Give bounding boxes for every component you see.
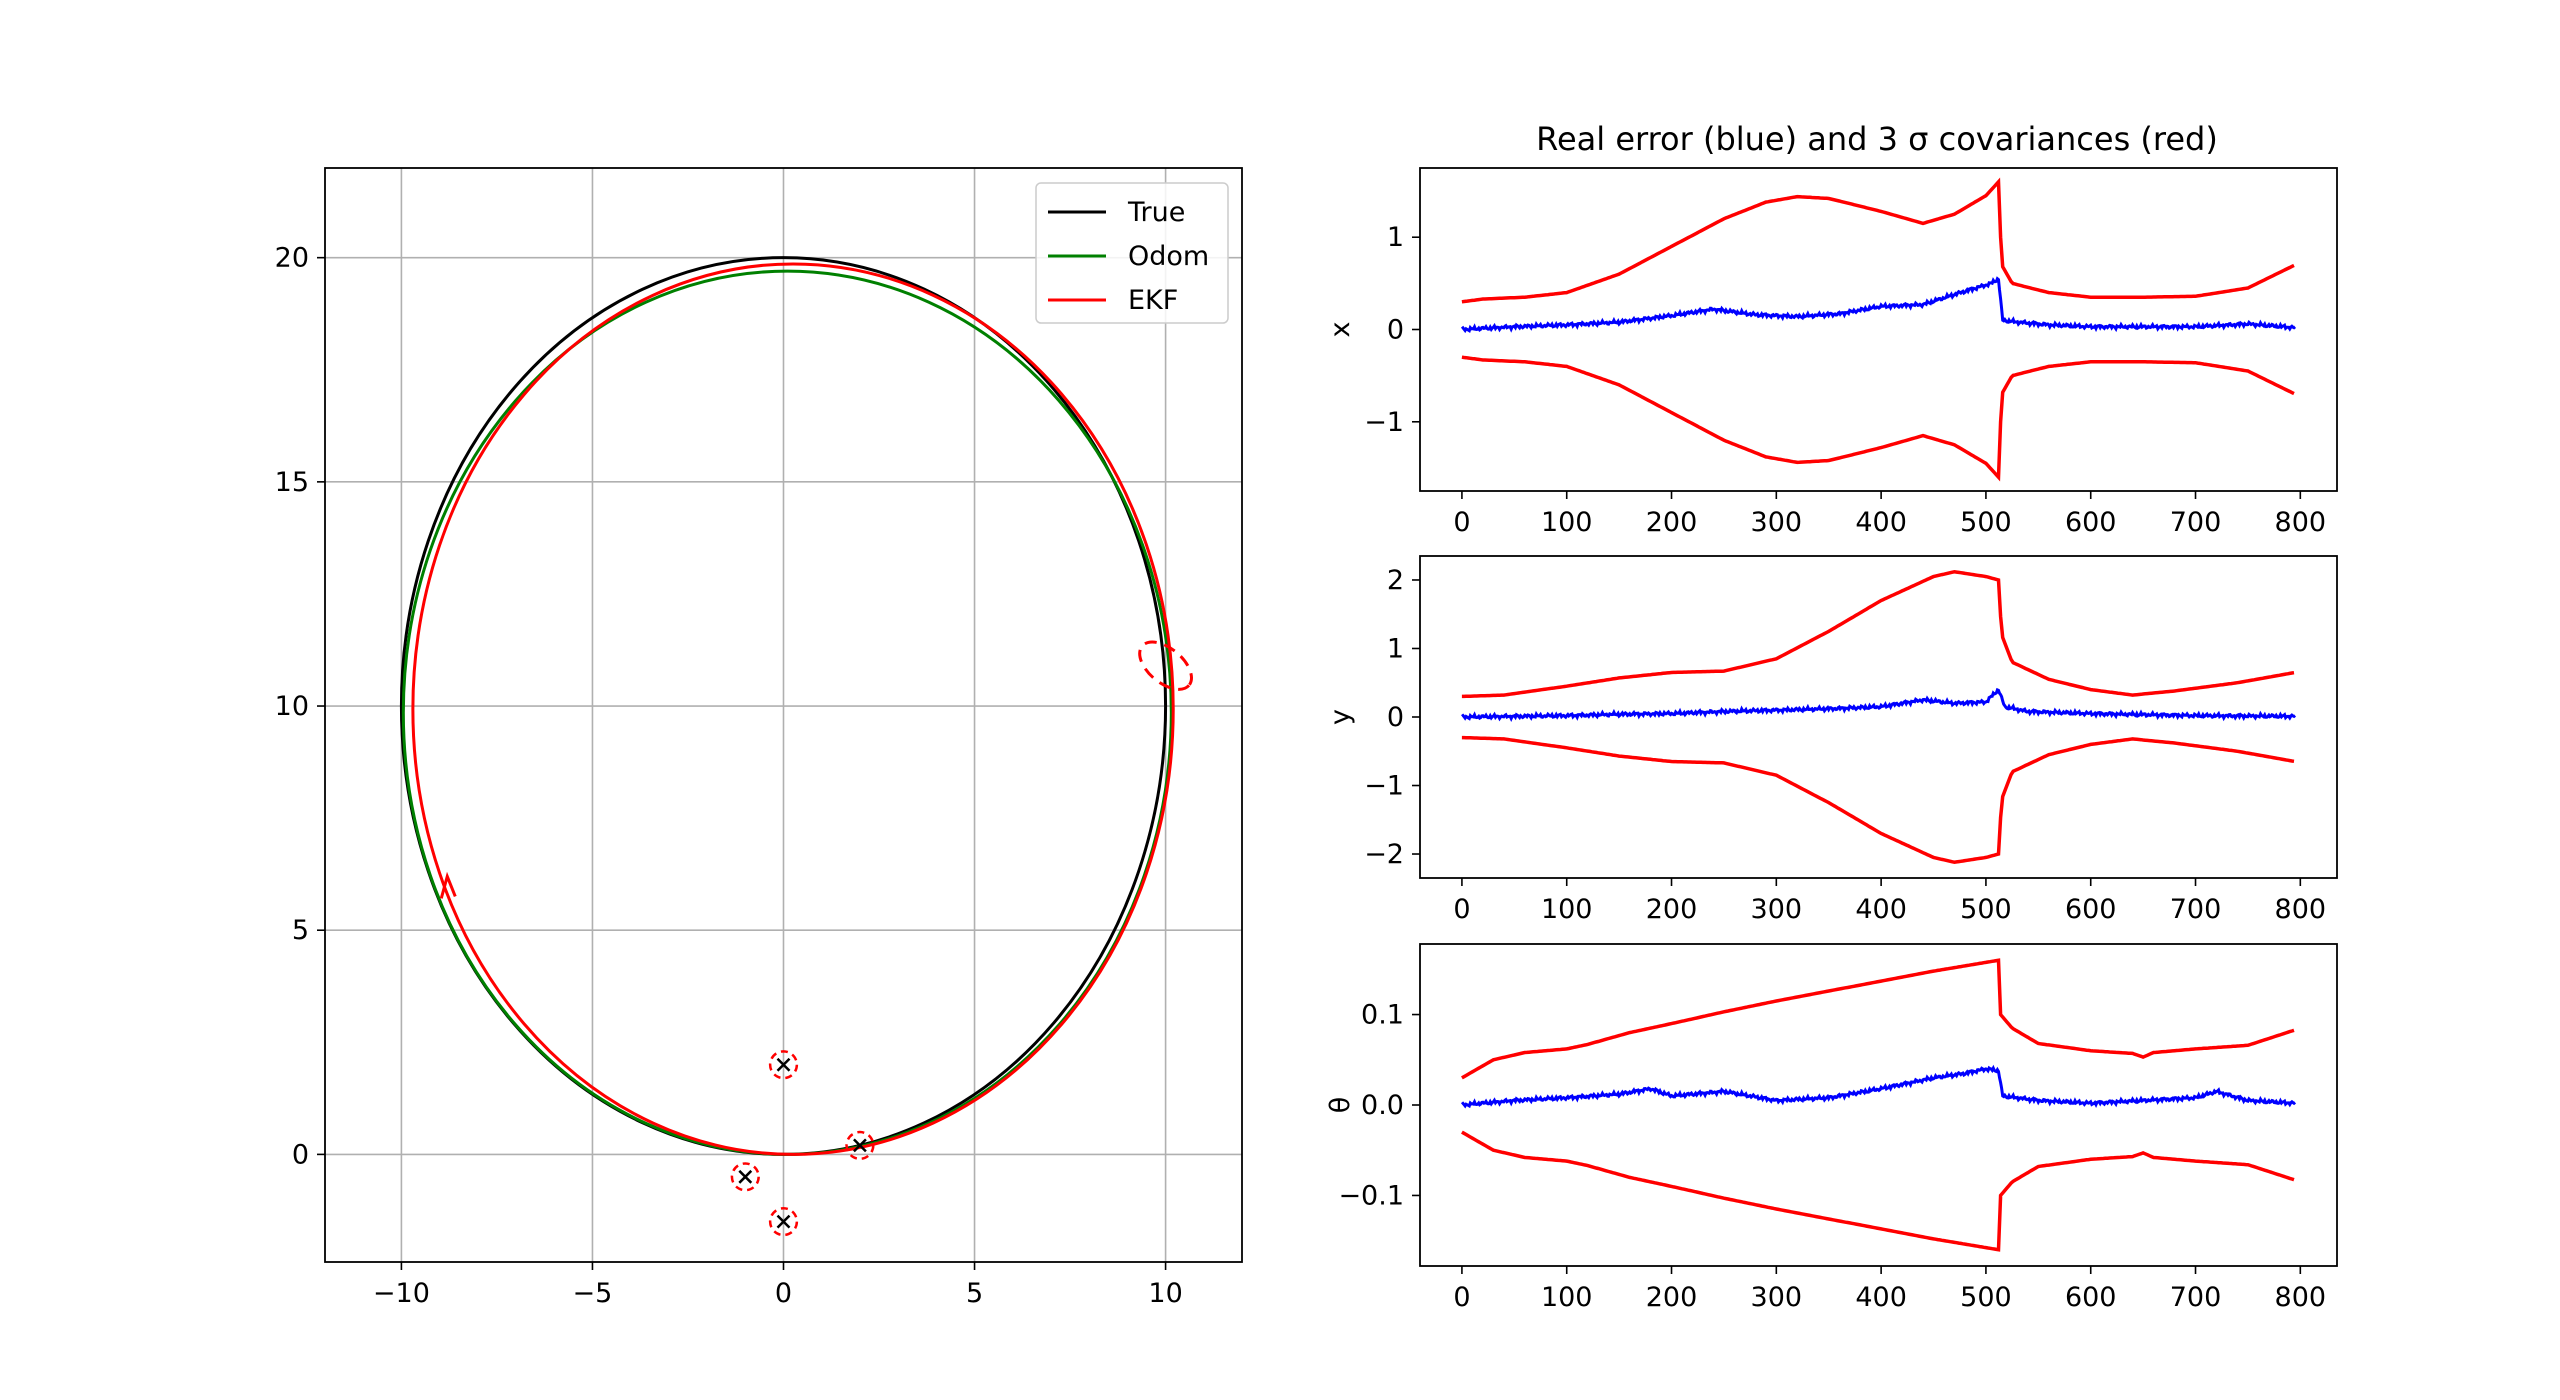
- landmark-marker: [853, 1138, 867, 1153]
- plot-frame: [1419, 167, 2338, 492]
- y-tick-label: −1: [1364, 407, 1404, 438]
- lower-bound-line: [1461, 355, 2295, 482]
- error-line: [1461, 687, 2297, 722]
- x-tick-label: −5: [573, 1278, 613, 1309]
- legend-label: True: [1127, 197, 1185, 228]
- legend-label: EKF: [1128, 285, 1178, 316]
- figure-title: Real error (blue) and 3 σ covariances (r…: [1536, 120, 2218, 158]
- x-tick-label: 500: [1960, 894, 2012, 925]
- y-tick-label: 0: [292, 1139, 309, 1170]
- x-tick-label: 100: [1541, 507, 1593, 538]
- y-tick-label: −2: [1364, 839, 1404, 870]
- y-tick-label: 2: [1387, 565, 1404, 596]
- x-tick-label: 800: [2275, 507, 2327, 538]
- x-tick-label: 200: [1646, 507, 1698, 538]
- x-tick-label: 5: [966, 1278, 983, 1309]
- landmark-cov-ellipse: [768, 1050, 799, 1080]
- legend-label: Odom: [1128, 241, 1209, 272]
- x-tick-label: −10: [373, 1278, 430, 1309]
- x-tick-label: 10: [1148, 1278, 1182, 1309]
- x-tick-label: 800: [2275, 894, 2327, 925]
- error-line: [1460, 1064, 2297, 1109]
- upper-bound-line: [1461, 958, 2295, 1080]
- y-tick-label: 0: [1387, 702, 1404, 733]
- x-tick-label: 800: [2275, 1282, 2327, 1313]
- y-tick-label: 20: [275, 243, 309, 274]
- legend-box: [1035, 182, 1229, 324]
- y-tick-label: 5: [292, 915, 309, 946]
- landmark-marker: [776, 1057, 791, 1072]
- upper-bound-line: [1461, 570, 2295, 699]
- error-line: [1460, 276, 2297, 334]
- y-tick-label: 1: [1387, 633, 1404, 664]
- plot-frame: [1419, 943, 2338, 1267]
- y-tick-label: 0: [1387, 315, 1404, 346]
- x-tick-label: 100: [1541, 1282, 1593, 1313]
- x-tick-label: 700: [2170, 507, 2222, 538]
- x-tick-label: 300: [1751, 507, 1803, 538]
- lower-bound-line: [1461, 1130, 2295, 1252]
- y-axis-label: x: [1325, 321, 1356, 337]
- series-ekf: [411, 262, 1175, 1156]
- x-tick-label: 100: [1541, 894, 1593, 925]
- y-tick-label: 1: [1387, 222, 1404, 253]
- y-tick-label: 15: [275, 467, 309, 498]
- y-tick-label: 10: [275, 691, 309, 722]
- x-tick-label: 0: [1453, 507, 1470, 538]
- landmark-cov-ellipse: [768, 1207, 799, 1237]
- x-tick-label: 600: [2065, 507, 2117, 538]
- x-tick-label: 400: [1855, 1282, 1907, 1313]
- x-tick-label: 0: [1453, 894, 1470, 925]
- y-axis-label: θ: [1325, 1097, 1356, 1114]
- x-tick-label: 0: [775, 1278, 792, 1309]
- x-tick-label: 700: [2170, 894, 2222, 925]
- x-tick-label: 500: [1960, 1282, 2012, 1313]
- y-axis-label: y: [1325, 709, 1356, 725]
- y-tick-label: 0.0: [1361, 1090, 1404, 1121]
- y-tick-label: 0.1: [1361, 1000, 1404, 1031]
- x-tick-label: 700: [2170, 1282, 2222, 1313]
- error-y-plot: 0 100 200 300 400 500 600 700 800 −2 −1 0 1 2 y: [1325, 555, 2338, 925]
- x-tick-label: 600: [2065, 1282, 2117, 1313]
- robot-cov-ellipse: [1138, 640, 1193, 691]
- x-tick-label: 200: [1646, 1282, 1698, 1313]
- x-tick-label: 400: [1855, 894, 1907, 925]
- trajectory-plot: −10 −5 0 5 10 0 5 10 15 20 True Odom EKF: [275, 167, 1243, 1309]
- error-theta-plot: 0 100 200 300 400 500 600 700 800 −0.1 0.0 0.1 θ: [1325, 943, 2338, 1313]
- x-tick-label: 200: [1646, 894, 1698, 925]
- landmark-cov-ellipse: [730, 1162, 760, 1192]
- landmark-cov-ellipse: [845, 1130, 875, 1161]
- landmark-marker: [776, 1214, 791, 1229]
- x-tick-label: 600: [2065, 894, 2117, 925]
- x-tick-label: 300: [1751, 894, 1803, 925]
- x-tick-label: 0: [1453, 1282, 1470, 1313]
- lower-bound-line: [1461, 735, 2295, 864]
- heading-arrow-icon: [439, 871, 457, 899]
- plot-area: [399, 256, 1193, 1237]
- x-tick-label: 500: [1960, 507, 2012, 538]
- error-x-plot: 0 100 200 300 400 500 600 700 800 −1 0 1 x: [1325, 167, 2338, 538]
- landmark-marker: [738, 1169, 753, 1184]
- upper-bound-line: [1461, 177, 2295, 304]
- y-tick-label: −0.1: [1338, 1180, 1404, 1211]
- y-tick-label: −1: [1364, 771, 1404, 802]
- x-tick-label: 400: [1855, 507, 1907, 538]
- x-tick-label: 300: [1751, 1282, 1803, 1313]
